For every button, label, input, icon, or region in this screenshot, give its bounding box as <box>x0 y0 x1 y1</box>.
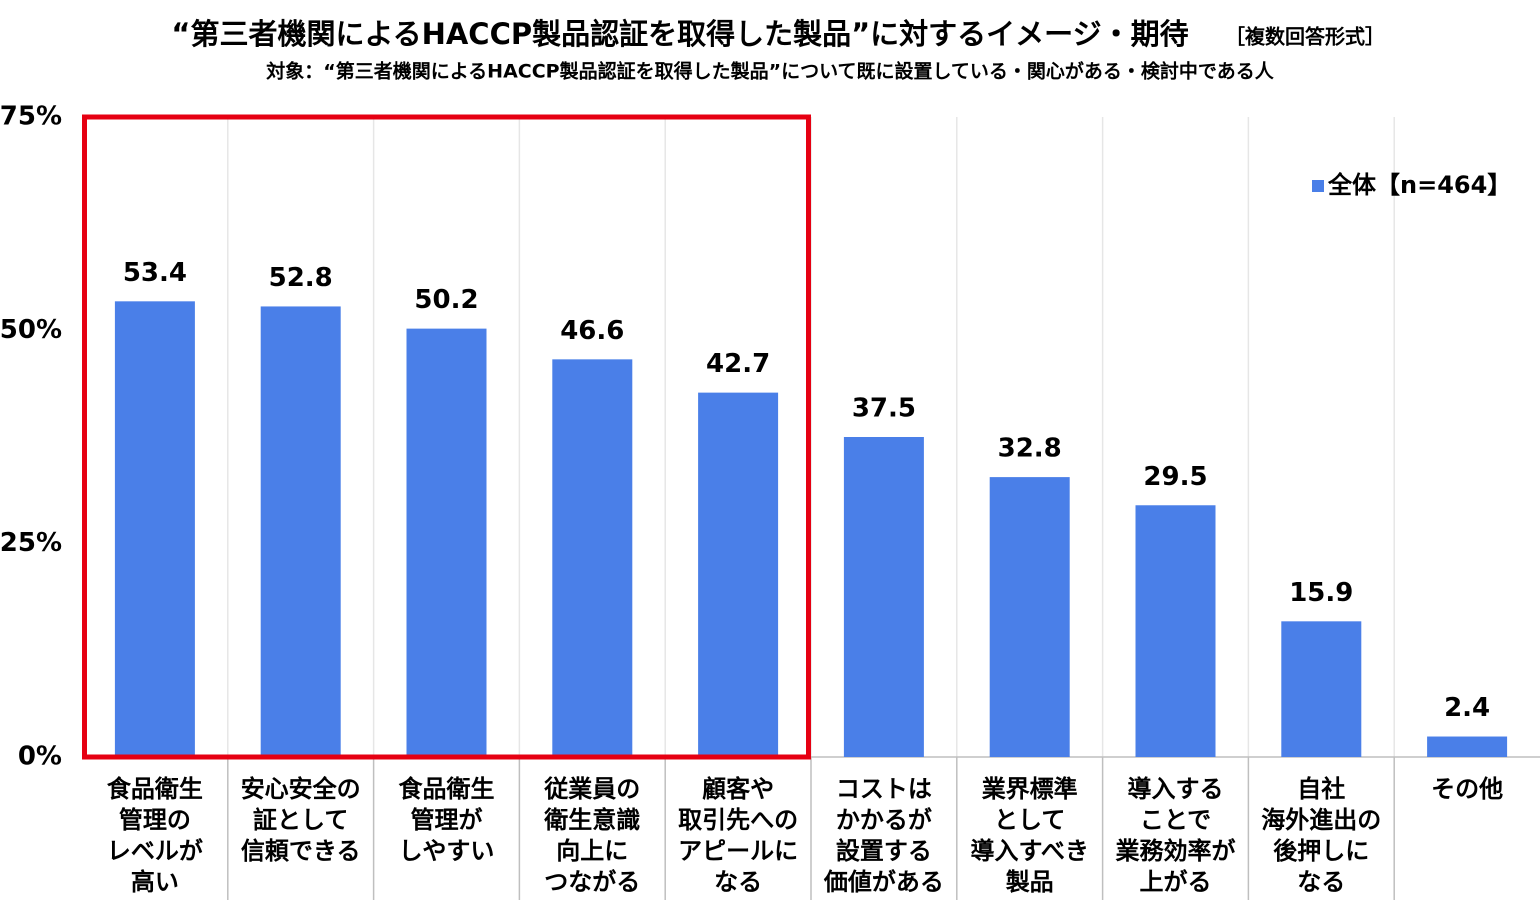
x-tick-line: コストは <box>836 775 932 803</box>
value-label: 2.4 <box>1444 693 1490 723</box>
highlight-frame <box>82 114 811 760</box>
x-tick-line: かかるが <box>836 806 932 834</box>
x-tick-line: しやすい <box>399 837 495 865</box>
x-tick-line: として <box>994 806 1065 834</box>
bar <box>260 306 341 757</box>
legend-swatch <box>1312 180 1324 192</box>
chart-title: “第三者機関によるHACCP製品認証を取得した製品”に対するイメージ・期待 <box>171 17 1188 51</box>
bar <box>1427 736 1508 757</box>
x-tick-line: つながる <box>544 868 640 896</box>
x-tick-label: その他 <box>1431 775 1503 803</box>
value-label: 32.8 <box>998 434 1062 464</box>
value-label: 29.5 <box>1143 462 1207 492</box>
x-tick-line: 向上に <box>556 837 628 865</box>
x-tick-line: 価値がある <box>823 868 944 896</box>
bar <box>1135 505 1216 757</box>
x-tick-label: 導入することで業務効率が上がる <box>1116 775 1236 896</box>
x-tick-line: 自社 <box>1297 775 1345 803</box>
x-tick-line: 従業員の <box>543 775 640 803</box>
value-label: 46.6 <box>560 316 624 346</box>
bar <box>1281 621 1362 757</box>
x-tick-label: 顧客や取引先へのアピールになる <box>678 775 798 896</box>
bar <box>552 359 633 757</box>
x-tick-label: 従業員の衛生意識向上につながる <box>543 775 640 896</box>
bar <box>406 328 487 757</box>
x-tick-line: 安心安全の <box>241 775 361 803</box>
x-tick-line: 管理が <box>411 806 483 834</box>
x-tick-line: なる <box>1297 868 1345 896</box>
title-note: ［複数回答形式］ <box>1225 25 1385 49</box>
x-tick-label: コストはかかるが設置する価値がある <box>823 775 944 896</box>
x-tick-line: 導入すべき <box>971 837 1089 865</box>
x-tick-line: 顧客や <box>702 775 774 803</box>
x-tick-line: 信頼できる <box>241 837 361 865</box>
value-label: 50.2 <box>414 285 478 315</box>
x-tick-line: 上がる <box>1140 868 1212 896</box>
x-tick-line: 衛生意識 <box>543 806 640 834</box>
x-tick-label: 業界標準として導入すべき製品 <box>971 775 1089 896</box>
x-tick-line: レベルが <box>107 837 203 865</box>
y-tick-label: 75% <box>0 102 62 132</box>
x-tick-line: 食品衛生 <box>399 775 495 803</box>
bar <box>114 301 195 757</box>
x-tick-label: 食品衛生管理がしやすい <box>399 775 495 865</box>
bar <box>843 437 924 757</box>
x-tick-line: 設置する <box>836 837 932 865</box>
x-tick-line: アピールに <box>678 837 798 865</box>
x-tick-line: 食品衛生 <box>107 775 203 803</box>
y-tick-label: 0% <box>18 742 62 772</box>
x-tick-line: 高い <box>131 868 179 896</box>
y-tick-label: 25% <box>0 528 62 558</box>
bar <box>989 477 1070 757</box>
x-tick-line: 証として <box>253 806 348 834</box>
x-tick-line: 業界標準 <box>982 775 1078 803</box>
x-tick-line: 製品 <box>1006 868 1054 896</box>
x-tick-label: 自社海外進出の後押しになる <box>1261 775 1381 896</box>
x-tick-line: 海外進出の <box>1261 806 1381 834</box>
bar <box>698 392 779 757</box>
x-tick-line: 業務効率が <box>1116 837 1236 865</box>
value-label: 37.5 <box>852 394 916 424</box>
y-tick-label: 50% <box>0 315 62 345</box>
legend-label: 全体【n=464】 <box>1327 171 1511 199</box>
x-tick-label: 安心安全の証として信頼できる <box>241 775 361 865</box>
x-tick-line: 後押しに <box>1273 837 1369 865</box>
value-label: 53.4 <box>123 258 187 288</box>
x-tick-line: 取引先への <box>678 806 798 834</box>
x-tick-line: ことで <box>1140 806 1211 834</box>
value-label: 52.8 <box>269 263 333 293</box>
value-label: 42.7 <box>706 349 770 379</box>
value-label: 15.9 <box>1289 578 1353 608</box>
x-tick-line: 管理の <box>119 806 191 834</box>
x-tick-line: その他 <box>1431 775 1503 803</box>
x-tick-line: なる <box>714 868 762 896</box>
x-tick-line: 導入する <box>1128 775 1224 803</box>
chart-subtitle: 対象：“第三者機関によるHACCP製品認証を取得した製品”について既に設置してい… <box>265 60 1274 83</box>
x-tick-label: 食品衛生管理のレベルが高い <box>107 775 203 896</box>
